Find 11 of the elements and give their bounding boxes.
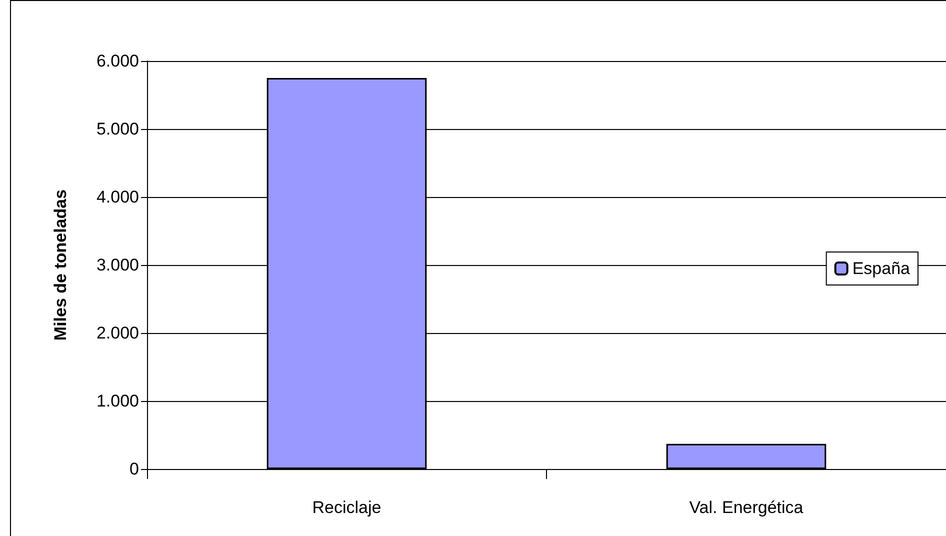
x-tick-label: Reciclaje <box>312 498 382 517</box>
legend-label: España <box>852 259 911 278</box>
y-axis-title: Miles de toneladas <box>51 189 70 341</box>
y-tick-label: 2.000 <box>96 324 139 342</box>
y-tick-label: 0 <box>130 460 139 478</box>
y-tick-label: 4.000 <box>96 188 139 206</box>
y-tick-label: 3.000 <box>96 256 139 274</box>
y-tick-label: 1.000 <box>96 392 139 410</box>
x-tick-label: Val. Energética <box>689 498 804 517</box>
y-tick-label: 5.000 <box>96 120 139 138</box>
y-tick-label: 6.000 <box>96 52 139 70</box>
